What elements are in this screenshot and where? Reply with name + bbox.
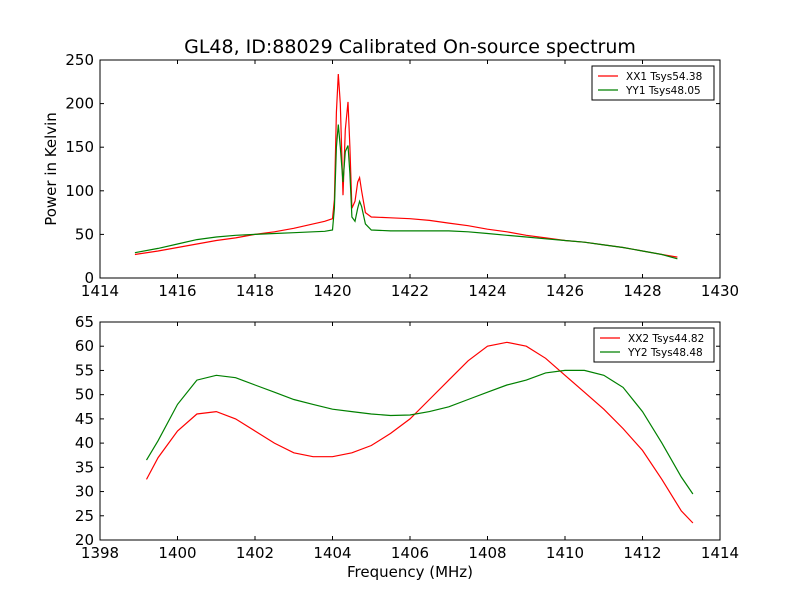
x-tick-label: 1420	[313, 282, 351, 300]
x-tick-label: 1400	[158, 544, 196, 562]
x-tick-label: 1426	[546, 282, 584, 300]
y-tick-label: 0	[84, 269, 94, 287]
x-tick-label: 1410	[546, 544, 584, 562]
legend: XX2 Tsys44.82 YY2 Tsys48.48	[593, 327, 715, 363]
series-line-xx	[145, 341, 694, 524]
x-tick-label: 1408	[468, 544, 506, 562]
y-tick-label: 100	[65, 182, 94, 200]
legend-box	[593, 327, 715, 363]
x-tick-label: 1412	[623, 544, 661, 562]
legend-label: YY1 Tsys48.05	[625, 85, 701, 97]
y-tick-label: 65	[75, 313, 94, 331]
series-line-yy	[134, 124, 678, 260]
y-tick-label: 35	[75, 458, 94, 476]
x-tick-label: 1416	[158, 282, 196, 300]
x-tick-label: 1422	[391, 282, 429, 300]
x-tick-label: 1414	[701, 544, 739, 562]
legend-label: XX2 Tsys44.82	[628, 333, 704, 345]
x-tick-label: 1414	[81, 282, 119, 300]
series-line-xx	[134, 73, 678, 258]
x-tick-label: 1404	[313, 544, 351, 562]
x-tick-label: 1406	[391, 544, 429, 562]
top-panel: 1414 1416 1418 1420 1422 1424 1426 1428 1430 0 50 1…	[42, 51, 739, 300]
legend-box	[591, 65, 715, 101]
y-tick-label: 20	[75, 531, 94, 549]
legend: XX1 Tsys54.38 YY1 Tsys48.05	[591, 65, 715, 101]
y-axis-label: Power in Kelvin	[42, 112, 60, 226]
y-tick-label: 25	[75, 507, 94, 525]
y-tick-label: 50	[75, 386, 94, 404]
legend-label: XX1 Tsys54.38	[626, 71, 702, 83]
figure-title: GL48, ID:88029 Calibrated On-source spec…	[184, 36, 636, 58]
x-tick-label: 1424	[468, 282, 506, 300]
legend-label: YY2 Tsys48.48	[627, 347, 703, 359]
y-tick-label: 55	[75, 361, 94, 379]
x-tick-label: 1430	[701, 282, 739, 300]
series-line-yy	[145, 369, 694, 495]
y-tick-label: 150	[65, 138, 94, 156]
x-tick-label: 1398	[81, 544, 119, 562]
y-tick-label: 30	[75, 483, 94, 501]
x-axis-label: Frequency (MHz)	[347, 563, 473, 581]
y-tick-label: 45	[75, 410, 94, 428]
x-tick-label: 1428	[623, 282, 661, 300]
x-tick-label: 1418	[236, 282, 274, 300]
y-tick-label: 50	[75, 225, 94, 243]
bottom-panel: 1398 1400 1402 1404 1406 1408 1410 1412 1414 20 25…	[75, 313, 739, 581]
y-tick-label: 60	[75, 337, 94, 355]
x-tick-label: 1402	[236, 544, 274, 562]
y-tick-label: 40	[75, 434, 94, 452]
y-tick-label: 200	[65, 95, 94, 113]
y-tick-label: 250	[65, 51, 94, 69]
